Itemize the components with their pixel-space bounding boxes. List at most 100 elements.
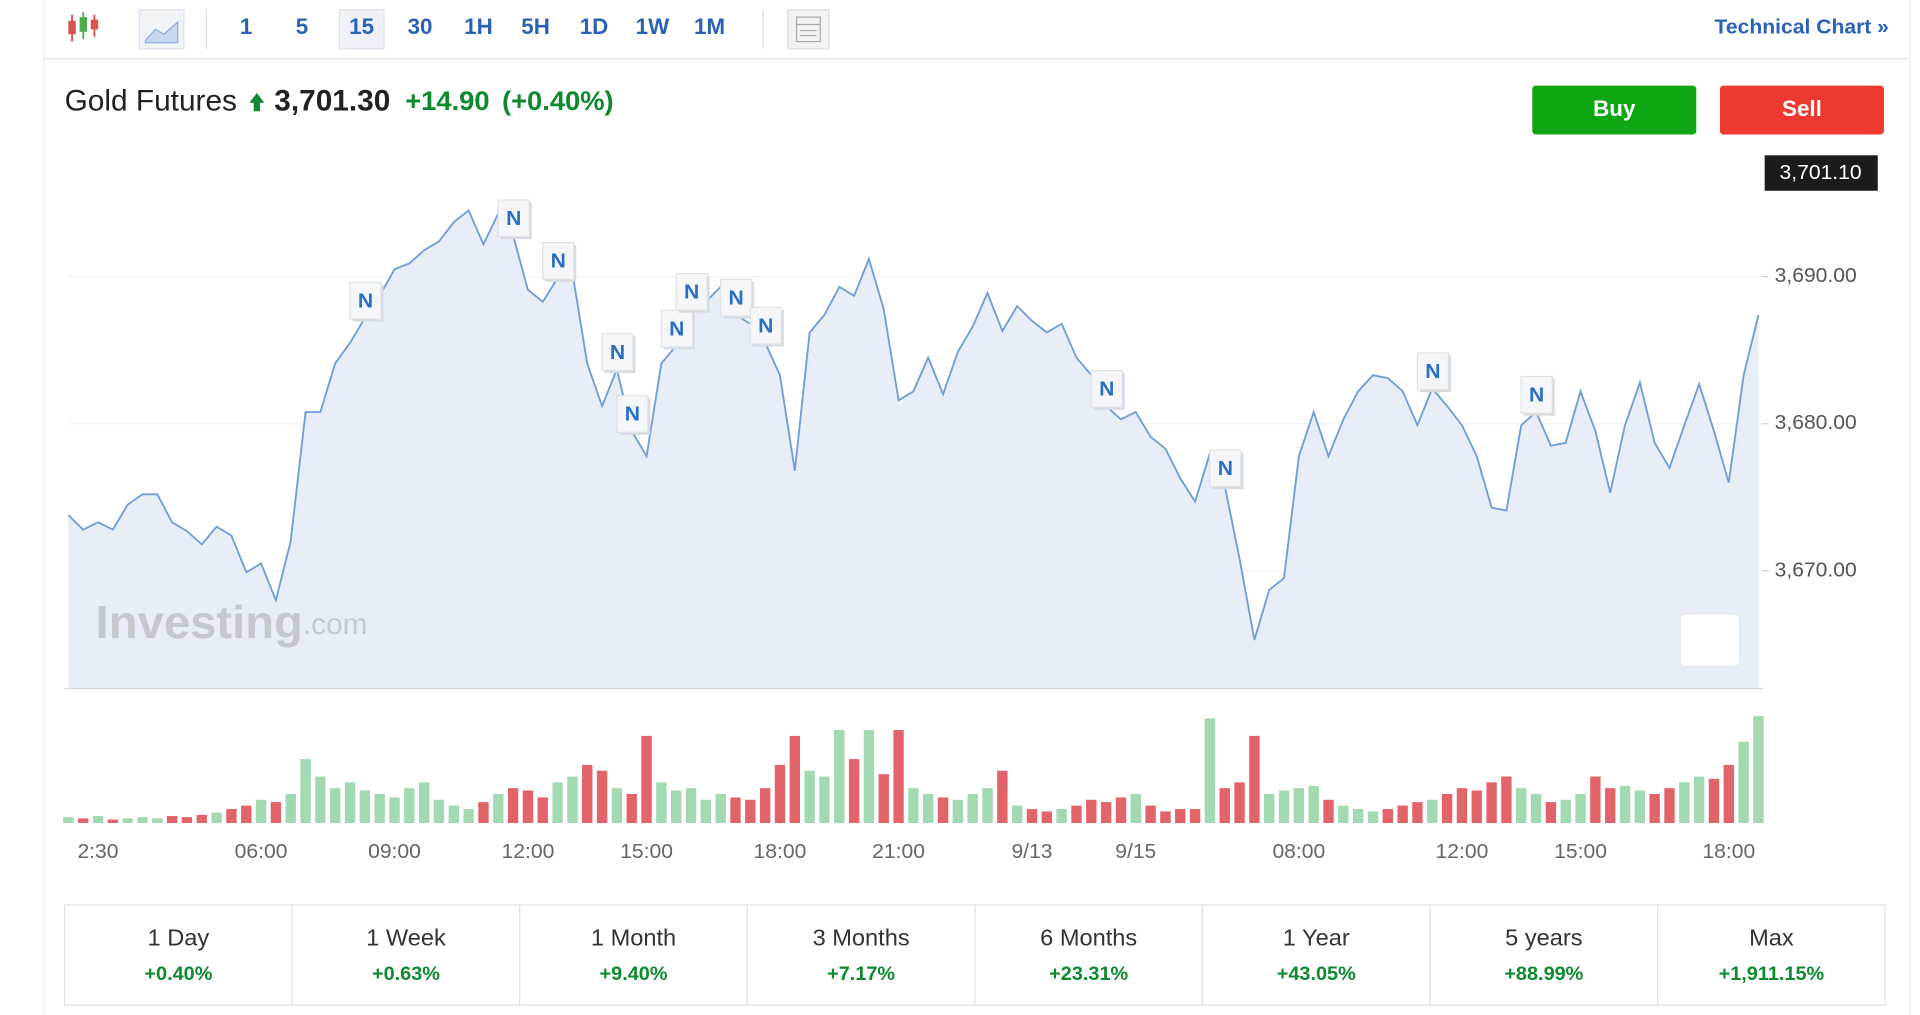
period-cell[interactable]: 1 Day +0.40% [63, 904, 293, 1006]
x-tick-label: 08:00 [1272, 840, 1325, 863]
price-area [68, 210, 1759, 689]
news-marker-box [675, 272, 708, 311]
news-marker-label: N [551, 250, 566, 273]
volume-bar [404, 788, 415, 824]
volume-bar [863, 730, 875, 824]
period-change: +43.05% [1277, 963, 1356, 985]
volume-bar [834, 730, 845, 824]
y-tick-label: 3,680.00 [1775, 411, 1857, 434]
volume-bar [255, 799, 267, 824]
news-marker-label: N [1529, 384, 1544, 407]
volume-bar [270, 802, 282, 824]
news-marker[interactable]: N [1209, 449, 1244, 490]
period-cell[interactable]: 1 Week +0.63% [291, 904, 521, 1006]
candle-icon[interactable] [68, 12, 99, 42]
area-icon[interactable] [138, 9, 185, 50]
volume-bar [359, 790, 371, 824]
interval-button[interactable]: 1D [580, 14, 609, 39]
news-marker[interactable]: N [1416, 352, 1451, 393]
price: 3,701.30 [274, 85, 390, 118]
period-cell[interactable]: Max +1,911.15% [1657, 904, 1886, 1006]
volume-bar [1160, 811, 1171, 824]
technical-chart-link[interactable]: Technical Chart » [1715, 16, 1889, 39]
news-marker[interactable]: N [660, 309, 695, 350]
news-marker[interactable]: N [616, 395, 651, 435]
volume-bar [1397, 805, 1408, 824]
news-marker[interactable]: N [1520, 375, 1555, 416]
news-marker-label: N [506, 207, 521, 230]
period-cell[interactable]: 6 Months +23.31% [974, 904, 1204, 1006]
period-label: 6 Months [1040, 924, 1137, 950]
volume-bar [1264, 793, 1275, 824]
x-tick-label: 12:00 [502, 840, 555, 863]
volume-bar [137, 817, 148, 824]
volume-bar [478, 802, 489, 824]
volume-bar [878, 774, 889, 824]
period-cell[interactable]: 1 Month +9.40% [519, 904, 748, 1006]
volume-bar [789, 735, 800, 824]
interval-button[interactable]: 30 [408, 14, 433, 39]
instrument-name: Gold Futures [65, 85, 237, 118]
volume-bar [745, 799, 756, 824]
interval-button[interactable]: 5 [296, 14, 308, 39]
volume-bar [656, 782, 667, 824]
volume-bar [285, 793, 296, 824]
interval-button[interactable]: 1 [240, 14, 252, 39]
volume-bar [997, 770, 1008, 824]
volume-bar [1041, 811, 1053, 824]
volume-bar [241, 805, 252, 824]
period-label: Max [1749, 924, 1794, 950]
volume-bar [1071, 805, 1082, 824]
sell-button[interactable]: Sell [1719, 85, 1884, 135]
period-table: 1 Day +0.40% 1 Week +0.63% 1 Month +9.40% 3 Mo… [63, 904, 1886, 1006]
volume-bar [1575, 793, 1586, 824]
buy-label[interactable]: Buy [1593, 96, 1636, 121]
volume-bar [1278, 790, 1290, 824]
period-change: +23.31% [1049, 963, 1128, 985]
x-tick-label: 15:00 [1554, 840, 1607, 863]
news-marker[interactable]: N [497, 199, 532, 240]
period-label: 1 Year [1283, 924, 1350, 950]
news-marker-box [749, 306, 782, 345]
sell-label[interactable]: Sell [1782, 96, 1822, 121]
layout-icon[interactable] [787, 9, 830, 50]
period-cell[interactable]: 5 years +88.99% [1429, 904, 1659, 1006]
news-marker[interactable]: N [719, 278, 755, 319]
volume-bar [715, 793, 726, 824]
news-marker[interactable]: N [675, 272, 710, 313]
volume-bar [1723, 764, 1734, 824]
volume-bar [152, 818, 163, 824]
interval-button[interactable]: 15 [349, 14, 374, 39]
news-marker[interactable]: N [1090, 370, 1125, 410]
news-marker[interactable]: N [749, 306, 784, 347]
volume-bar [1323, 799, 1334, 824]
volume-bar [952, 799, 964, 824]
volume-bar [493, 793, 504, 824]
interval-button[interactable]: 1W [636, 14, 670, 39]
news-marker[interactable]: N [542, 242, 577, 282]
news-marker-label: N [1425, 360, 1440, 383]
news-marker[interactable]: N [601, 333, 636, 373]
news-marker[interactable]: N [349, 281, 384, 322]
period-cell[interactable]: 1 Year +43.05% [1201, 904, 1431, 1006]
period-cell[interactable]: 3 Months +7.17% [746, 904, 976, 1006]
last-price-label: 3,701.10 [1779, 161, 1861, 184]
interval-button[interactable]: 5H [521, 14, 550, 39]
x-tick-label: 2:30 [77, 840, 118, 863]
volume-bar [211, 812, 222, 824]
period-label: 3 Months [813, 924, 910, 950]
y-tick-label: 3,670.00 [1775, 558, 1857, 581]
buy-button[interactable]: Buy [1532, 85, 1697, 135]
volume-bar [1679, 782, 1690, 824]
volume-bar [908, 788, 919, 824]
overlay-button[interactable] [1679, 613, 1741, 668]
volume-bar [982, 788, 993, 824]
interval-button[interactable]: 1H [464, 14, 493, 39]
volume-bar [1649, 793, 1660, 824]
volume-bar [1145, 805, 1156, 824]
volume-bar [1249, 735, 1260, 824]
volume-bar [1204, 718, 1216, 824]
volume-bar [1605, 788, 1616, 824]
news-marker-label: N [1099, 378, 1114, 401]
interval-button[interactable]: 1M [694, 14, 725, 39]
